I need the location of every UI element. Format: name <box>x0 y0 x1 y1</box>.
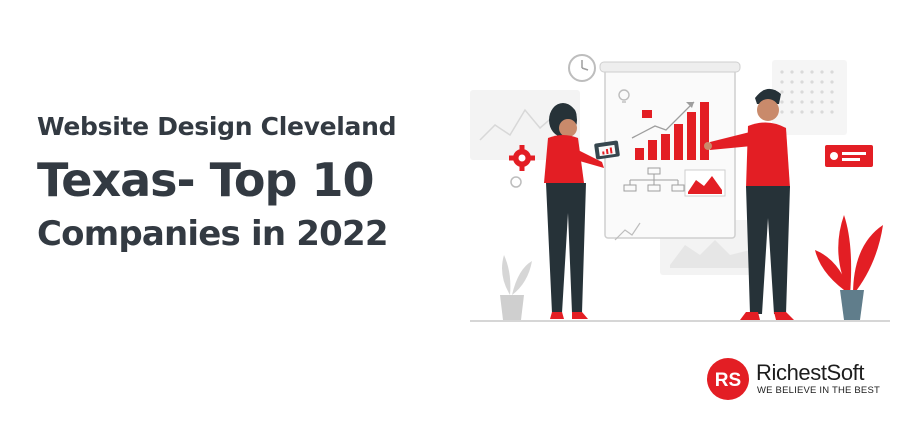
trend-arrow <box>631 101 695 139</box>
dot-grid <box>780 70 834 114</box>
headline-line-1: Website Design Cleveland <box>37 112 397 141</box>
bg-area-chart <box>670 240 750 268</box>
richestsoft-logo: RS RichestSoft WE BELIEVE IN THE BEST <box>706 357 880 401</box>
clock-icon <box>568 54 596 82</box>
board-bar-chart <box>635 102 709 160</box>
board-area-chart <box>684 169 726 197</box>
board-line-chart <box>614 222 641 241</box>
woman-figure <box>544 103 620 319</box>
logo-tagline: WE BELIEVE IN THE BEST <box>757 385 881 396</box>
presentation-board <box>599 61 741 241</box>
small-plant <box>500 255 532 320</box>
logo-name: RichestSoft <box>756 360 865 385</box>
man-figure <box>704 88 794 320</box>
richestsoft-logo-mark: RS <box>707 358 749 400</box>
lightbulb-icon <box>618 89 630 103</box>
gear-icon <box>509 145 535 188</box>
headline-line-3: Companies in 2022 <box>37 214 389 254</box>
logo-mark-text: RS <box>715 370 741 391</box>
plant-icon <box>815 215 883 320</box>
org-chart <box>623 167 685 192</box>
presentation-illustration <box>470 54 890 322</box>
profile-card-icon <box>825 145 873 167</box>
headline-line-2: Texas- Top 10 <box>37 153 375 207</box>
headline: Website Design Cleveland Texas- Top 10 C… <box>37 110 487 256</box>
